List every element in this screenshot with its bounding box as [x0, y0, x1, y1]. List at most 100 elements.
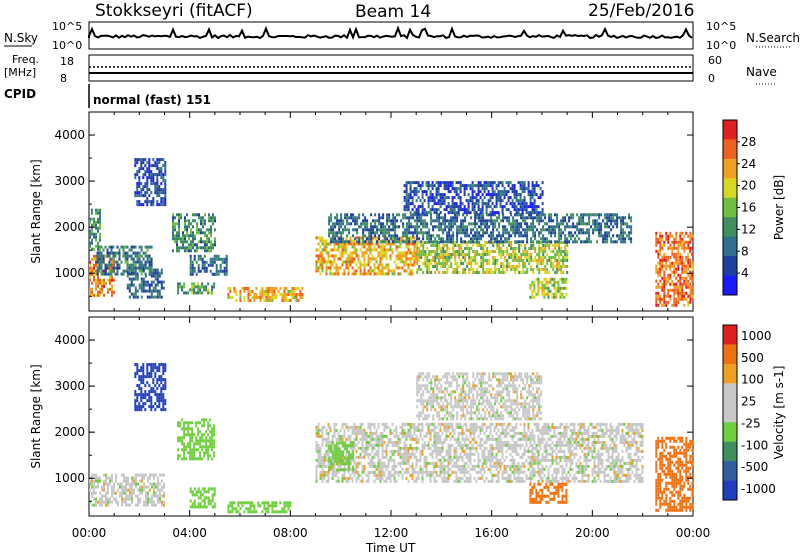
data-cell — [233, 290, 236, 293]
data-cell — [148, 266, 151, 270]
data-cell — [381, 266, 384, 270]
data-cell — [343, 431, 346, 435]
data-cell — [542, 247, 545, 250]
data-cell — [333, 254, 336, 258]
data-cell — [482, 271, 485, 274]
data-cell — [330, 237, 333, 241]
data-cell — [211, 436, 214, 440]
data-cell — [378, 216, 381, 220]
data-cell — [147, 494, 149, 498]
data-cell — [197, 291, 200, 295]
data-cell — [99, 503, 101, 507]
data-cell — [517, 208, 520, 212]
data-cell — [295, 296, 298, 299]
data-cell — [367, 248, 370, 252]
data-region — [315, 422, 644, 483]
data-cell — [408, 216, 411, 220]
data-cell — [463, 187, 466, 191]
data-cell — [356, 216, 359, 220]
data-cell — [520, 222, 523, 226]
data-cell — [285, 501, 288, 505]
data-cell — [353, 251, 356, 255]
data-cell — [335, 428, 338, 432]
data-cell — [559, 292, 562, 296]
data-cell — [426, 265, 429, 268]
data-cell — [177, 291, 180, 295]
data-cell — [184, 228, 186, 232]
data-cell — [663, 291, 666, 295]
data-cell — [339, 464, 342, 468]
data-cell — [269, 290, 272, 293]
data-cell — [187, 445, 190, 449]
data-cell — [137, 488, 139, 492]
data-cell — [512, 268, 515, 271]
data-cell — [111, 293, 113, 297]
data-cell — [432, 244, 435, 247]
data-cell — [679, 273, 682, 277]
data-cell — [421, 190, 424, 194]
data-cell — [134, 408, 137, 412]
data-cell — [174, 228, 176, 232]
data-cell — [393, 269, 396, 273]
data-cell — [340, 216, 343, 220]
data-cell — [369, 260, 372, 264]
data-cell — [542, 228, 545, 232]
data-cell — [550, 228, 553, 232]
data-cell — [337, 464, 340, 468]
data-cell — [101, 497, 103, 501]
data-cell — [501, 193, 504, 197]
data-cell — [346, 216, 349, 220]
data-cell — [558, 222, 561, 226]
data-cell — [193, 445, 196, 449]
data-cell — [134, 271, 137, 275]
data-cell — [144, 260, 147, 264]
data-cell — [600, 225, 603, 229]
data-cell — [550, 219, 553, 223]
data-cell — [418, 247, 421, 250]
data-cell — [142, 167, 145, 171]
data-cell — [610, 240, 613, 244]
data-cell — [677, 294, 680, 298]
data-cell — [99, 491, 101, 495]
data-cell — [500, 237, 503, 241]
data-cell — [620, 225, 623, 229]
data-cell — [163, 491, 165, 495]
data-cell — [508, 216, 511, 220]
colorbar-segment — [723, 158, 737, 179]
data-cell — [249, 504, 252, 508]
data-cell — [337, 470, 340, 474]
data-cell — [481, 208, 484, 212]
data-cell — [200, 231, 202, 235]
data-cell — [663, 258, 666, 262]
data-cell — [359, 236, 362, 240]
data-cell — [160, 375, 163, 379]
data-cell — [122, 269, 125, 273]
data-cell — [265, 287, 268, 290]
data-cell — [436, 253, 439, 256]
data-cell — [154, 188, 157, 192]
data-cell — [411, 181, 414, 185]
data-cell — [153, 500, 155, 504]
data-cell — [379, 263, 382, 267]
data-cell — [331, 473, 334, 477]
data-cell — [659, 246, 662, 250]
data-cell — [205, 505, 208, 509]
data-cell — [448, 234, 451, 238]
cpid-value: normal (fast) 151 — [93, 93, 211, 107]
data-cell — [267, 504, 270, 508]
data-cell — [341, 473, 344, 477]
data-cell — [667, 273, 670, 277]
data-cell — [105, 254, 107, 258]
data-cell — [337, 479, 340, 483]
data-cell — [101, 278, 103, 282]
data-cell — [345, 245, 348, 249]
data-cell — [164, 194, 167, 198]
data-cell — [287, 290, 290, 293]
data-cell — [217, 269, 220, 273]
data-cell — [407, 181, 410, 185]
data-cell — [530, 228, 533, 232]
data-cell — [482, 234, 485, 238]
data-cell — [562, 250, 565, 253]
data-cell — [574, 237, 577, 241]
data-cell — [342, 231, 345, 235]
